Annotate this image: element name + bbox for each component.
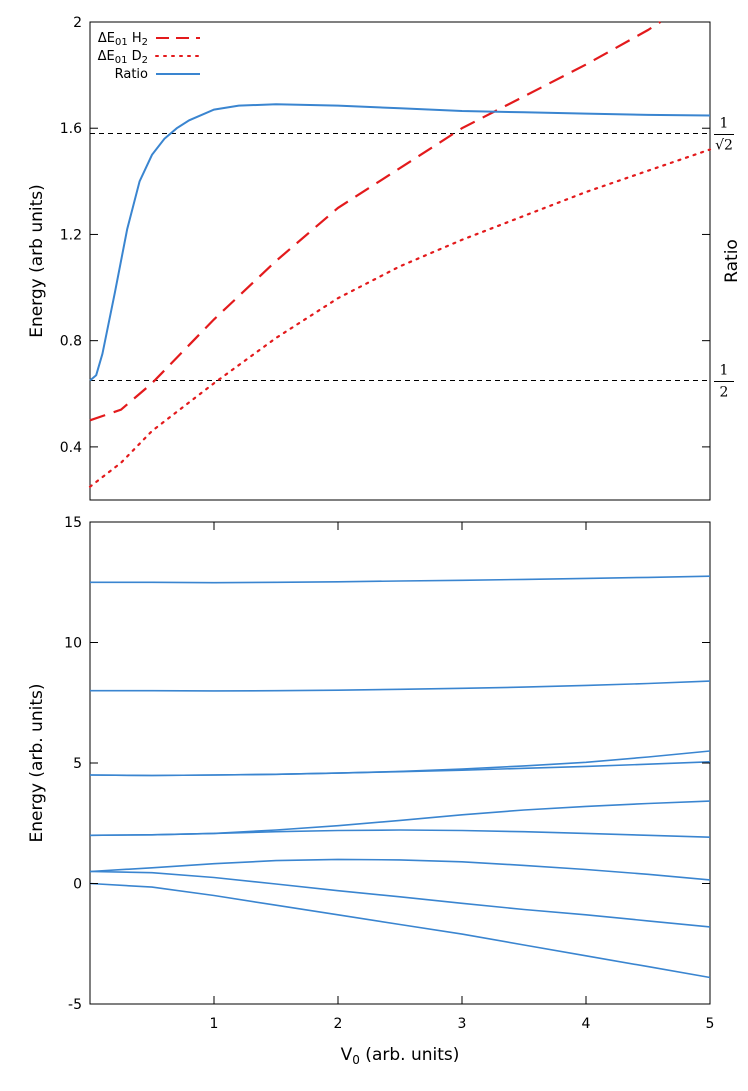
fraction-numerator-2: 1	[720, 363, 729, 379]
top-y-ticks: 0.4 0.8 1.2 1.6 2	[60, 15, 710, 456]
bottom-y-axis-label: Energy (arb. units)	[27, 684, 47, 843]
fraction-numerator-1: 1	[720, 116, 729, 132]
bottom-plot-frame	[89, 521, 711, 1005]
top-y-tick-label: 2	[73, 15, 82, 31]
legend-label-1: ΔE01 H2	[98, 31, 148, 48]
top-series-line-1	[89, 21, 661, 422]
top-y-tick-label: 1.6	[60, 121, 82, 137]
fraction-denominator-2: 2	[720, 385, 729, 401]
top-y-tick-label: 1.2	[60, 227, 82, 243]
bottom-y-ticks: -5 0 5 10 15	[64, 515, 710, 1013]
x-tick-label: 4	[582, 1016, 591, 1032]
fraction-denominator-1: √2	[715, 138, 733, 154]
x-axis-label-main: V	[341, 1045, 353, 1065]
top-y-tick-label: 0.8	[60, 334, 82, 350]
top-reference-lines	[90, 133, 710, 381]
energy-level-line-6	[89, 829, 711, 838]
x-tick-label: 2	[334, 1016, 343, 1032]
x-axis-label: V0 (arb. units)	[341, 1045, 460, 1067]
bottom-y-tick-label: 0	[73, 877, 82, 893]
x-tick-label: 1	[210, 1016, 219, 1032]
top-y-axis-label: Energy (arb units)	[27, 184, 47, 338]
legend-label-2: ΔE01 D2	[98, 49, 148, 66]
bottom-x-ticks: 1 2 3 4 5	[210, 522, 715, 1032]
top-series	[88, 21, 712, 488]
bottom-y-tick-label: 10	[64, 636, 82, 652]
top-right-axis-label: Ratio	[722, 239, 742, 283]
x-axis-label-tail: (arb. units)	[360, 1045, 459, 1065]
energy-level-line-1	[90, 575, 711, 584]
x-axis-label-sub: 0	[352, 1053, 360, 1067]
legend-label-3: Ratio	[115, 67, 148, 82]
energy-level-line-7	[89, 858, 711, 881]
top-series-line-2	[88, 148, 712, 488]
energy-level-line-4	[89, 761, 711, 777]
top-panel: 0.4 0.8 1.2 1.6 2 Energy (arb units) Ratio 1…	[27, 15, 742, 501]
bottom-series	[89, 575, 711, 979]
bottom-y-tick-label: 5	[73, 756, 82, 772]
energy-level-line-8	[89, 870, 711, 928]
bottom-y-tick-label: -5	[68, 997, 82, 1013]
top-plot-frame	[89, 21, 711, 501]
top-y-tick-label: 0.4	[60, 440, 82, 456]
energy-level-line-9	[89, 882, 711, 979]
bottom-y-tick-label: 15	[64, 515, 82, 531]
reference-line-fraction-labels: 1 √2 1 2	[714, 116, 734, 401]
x-tick-label: 5	[706, 1016, 715, 1032]
energy-level-line-2	[90, 680, 711, 692]
top-series-line-3	[89, 103, 711, 382]
x-tick-label: 3	[458, 1016, 467, 1032]
